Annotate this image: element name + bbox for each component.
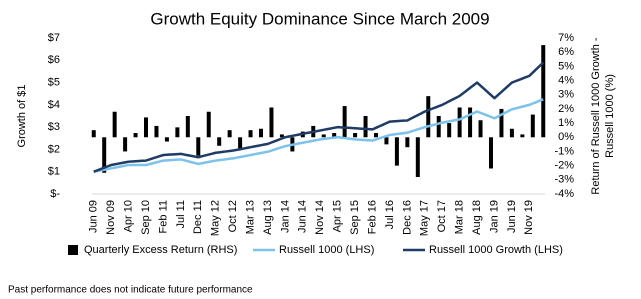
x-tick-label: Aug 18	[471, 200, 483, 235]
x-tick-label: Dec 16	[401, 200, 413, 235]
bar	[530, 114, 535, 138]
bar	[426, 96, 431, 138]
bar	[394, 137, 399, 166]
line-series	[93, 98, 544, 173]
bar	[520, 134, 525, 138]
y-tick-label: $5	[48, 76, 60, 88]
y-tick-label: $-	[50, 188, 60, 200]
y2-tick-label: -4%	[554, 188, 574, 200]
bar	[499, 108, 504, 138]
x-tick-label: Nov 09	[105, 200, 117, 235]
x-tick-label: Apr 15	[332, 200, 344, 232]
y2-tick-label: -2%	[554, 160, 574, 172]
y2-tick-label: 6%	[558, 46, 574, 58]
y2-tick-label: 1%	[558, 117, 574, 129]
y-axis-label: Growth of $1	[16, 85, 28, 148]
bar	[196, 137, 201, 156]
bar	[332, 133, 337, 138]
x-tick-label: May 12	[210, 200, 222, 236]
x-tick-label: Dec 11	[192, 200, 204, 234]
x-tick-label: Nov 19	[523, 200, 535, 235]
bar	[217, 137, 222, 146]
bar	[447, 123, 452, 138]
bar	[102, 137, 107, 173]
y-tick-label: $3	[48, 121, 60, 133]
legend-label: Russell 1000 (LHS)	[279, 244, 374, 256]
x-tick-label: Oct 17	[436, 200, 448, 232]
y2-tick-label: 3%	[558, 89, 574, 101]
x-tick-label: Jul 11	[175, 200, 187, 229]
x-tick-label: Jun 14	[297, 200, 309, 233]
y2-axis-label: Russell 1000 (%)	[604, 74, 616, 158]
bar	[488, 137, 493, 169]
x-tick-label: Jan 14	[279, 200, 291, 233]
bar	[478, 120, 483, 138]
bar	[363, 116, 368, 138]
legend-swatch	[68, 245, 78, 255]
x-tick-label: Oct 12	[227, 200, 239, 232]
bar	[185, 116, 190, 138]
y2-tick-label: -3%	[554, 174, 574, 186]
legend-label: Quarterly Excess Return (RHS)	[84, 244, 237, 256]
y-tick-label: $2	[48, 143, 60, 155]
y-tick-label: $4	[48, 99, 60, 111]
bar	[227, 130, 232, 138]
bar	[112, 111, 117, 138]
bar	[175, 127, 180, 138]
bar	[164, 137, 169, 142]
bar	[133, 133, 138, 138]
bar	[509, 128, 514, 138]
x-tick-label: Mar 18	[454, 200, 466, 234]
x-tick-label: Sep 15	[349, 200, 361, 235]
x-tick-label: Jul 16	[384, 200, 396, 229]
bar	[373, 133, 378, 138]
bar	[144, 117, 149, 138]
y2-tick-label: 0%	[558, 131, 574, 143]
bar	[154, 125, 159, 138]
x-tick-label: Feb 11	[157, 200, 169, 233]
bar	[353, 133, 358, 138]
bar	[342, 106, 347, 138]
x-tick-label: Sep 10	[140, 200, 152, 235]
x-tick-label: Jan 19	[488, 200, 500, 233]
bar	[206, 111, 211, 138]
y2-tick-label: 2%	[558, 103, 574, 115]
bar	[248, 130, 253, 138]
bar	[405, 137, 410, 148]
bar	[541, 45, 546, 138]
x-tick-label: Jun 09	[88, 200, 100, 233]
bar	[415, 137, 420, 177]
bar	[269, 107, 274, 138]
y-tick-label: $1	[48, 166, 60, 178]
bar	[91, 130, 96, 138]
bar	[457, 107, 462, 138]
x-tick-label: Feb 16	[366, 200, 378, 234]
y2-tick-label: -1%	[554, 145, 574, 157]
bar	[321, 134, 326, 138]
footnote: Past performance does not indicate futur…	[8, 285, 253, 296]
x-tick-label: May 17	[419, 200, 431, 236]
x-tick-label: Aug 13	[262, 200, 274, 235]
y2-tick-label: 5%	[558, 60, 574, 72]
y2-tick-label: 7%	[558, 32, 574, 44]
y-tick-label: $7	[48, 32, 60, 44]
bar	[238, 137, 243, 151]
x-tick-label: Apr 10	[122, 200, 134, 232]
legend-label: Russell 1000 Growth (LHS)	[429, 244, 563, 256]
y2-tick-label: 4%	[558, 74, 574, 86]
bar	[468, 107, 473, 138]
bar	[384, 137, 389, 145]
bar	[123, 137, 128, 152]
chart-title: Growth Equity Dominance Since March 2009	[150, 9, 489, 28]
bar	[436, 116, 441, 138]
x-tick-label: Mar 13	[244, 200, 256, 234]
x-tick-label: Jun 19	[506, 200, 518, 233]
y2-axis-label: Return of Russell 1000 Growth -	[590, 37, 602, 194]
y-tick-label: $6	[48, 54, 60, 66]
x-tick-label: Nov 14	[314, 200, 326, 235]
bar	[279, 134, 284, 138]
bar	[259, 128, 264, 138]
line-series	[93, 61, 545, 173]
